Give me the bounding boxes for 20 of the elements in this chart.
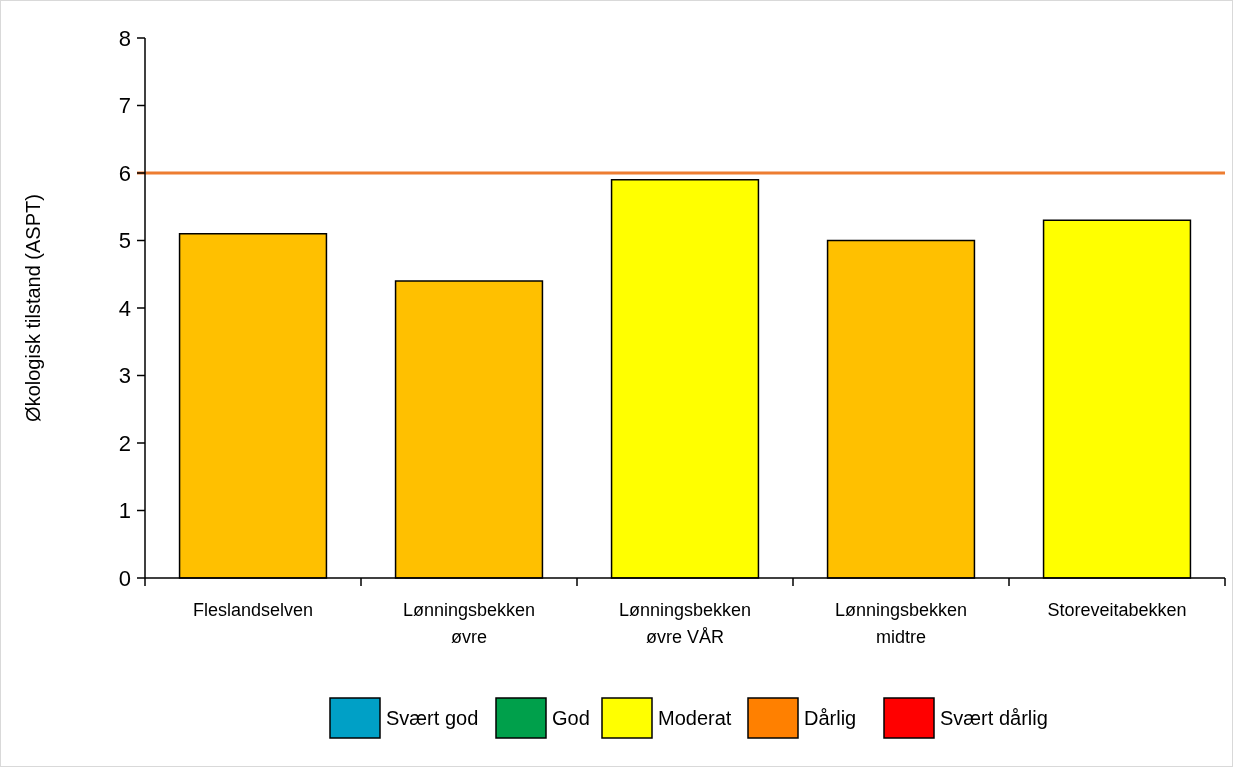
y-tick-label: 0: [118, 565, 131, 591]
legend-label: Svært dårlig: [940, 707, 1048, 729]
legend-label: Svært god: [386, 707, 479, 729]
legend-label: Moderat: [658, 707, 732, 729]
y-tick-label: 1: [118, 498, 131, 524]
x-tick-label: Lønningsbekken øvre: [402, 600, 536, 647]
y-axis-title: Økologisk tilstand (ASPT): [22, 194, 44, 422]
x-tick-label: Storeveitabekken: [1047, 600, 1187, 620]
y-tick-label: 3: [118, 363, 131, 389]
y-tick-label: 6: [118, 160, 131, 186]
y-tick-label: 5: [118, 228, 131, 254]
y-tick-label: 8: [118, 25, 131, 51]
y-tick-label: 7: [118, 93, 131, 119]
legend-label: God: [552, 707, 590, 729]
y-tick-label: 4: [118, 295, 131, 321]
x-tick-label: Lønningsbekken øvre VÅR: [618, 600, 752, 647]
x-tick-label: Lønningsbekken midtre: [834, 600, 968, 647]
x-tick-label: Fleslandselven: [192, 600, 314, 620]
legend-label: Dårlig: [804, 707, 857, 729]
y-tick-label: 2: [118, 430, 131, 456]
